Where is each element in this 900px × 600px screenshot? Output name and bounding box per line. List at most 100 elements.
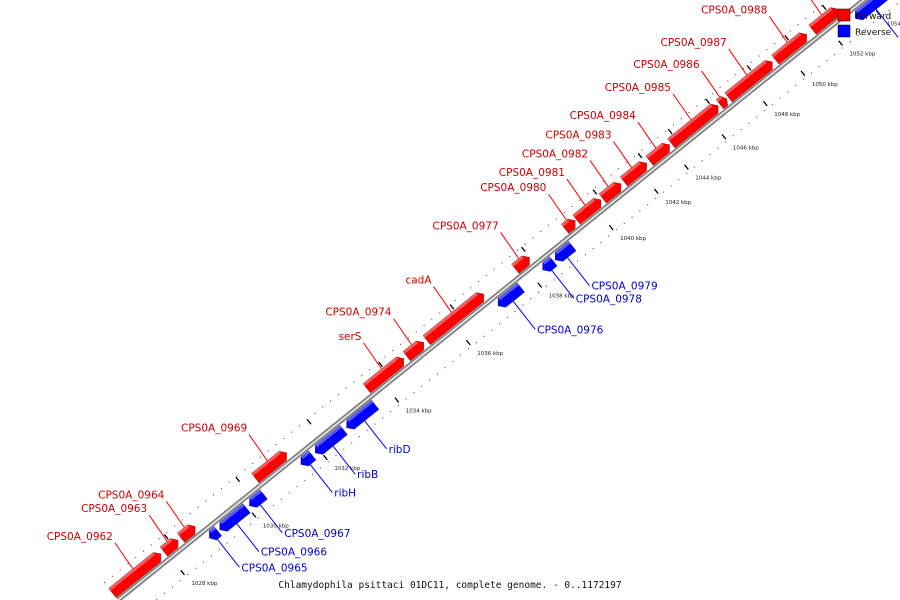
- gene-cps0a-0985[interactable]: [667, 101, 722, 149]
- gene-label[interactable]: CPS0A_0982: [522, 148, 588, 160]
- gene-label[interactable]: CPS0A_0985: [605, 82, 671, 94]
- genome-title: Chlamydophila psittaci 01DC11, complete …: [278, 580, 621, 591]
- tick-mark-left: [784, 34, 790, 41]
- tick-mark-left: [449, 304, 455, 310]
- gene-cps0a-0962[interactable]: [108, 549, 165, 599]
- gene-label[interactable]: CPS0A_0979: [591, 281, 657, 293]
- gene-cps0a-0965[interactable]: [206, 526, 223, 542]
- gene-cps0a-0982[interactable]: [598, 179, 625, 204]
- leader-line: [500, 232, 520, 259]
- gene-label[interactable]: CPS0A_0965: [241, 562, 307, 574]
- tick-mark: [323, 454, 328, 461]
- tick-mark-left: [746, 65, 752, 71]
- gene-ribh[interactable]: [297, 450, 317, 470]
- leader-line: [567, 257, 590, 286]
- gene-sers[interactable]: [362, 354, 408, 394]
- gene-label[interactable]: CPS0A_0976: [537, 324, 603, 336]
- gene-label[interactable]: CPS0A_0966: [261, 547, 327, 559]
- tick-mark-left: [306, 419, 312, 425]
- gene-cps0a-0983[interactable]: [619, 158, 650, 187]
- tick-mark: [838, 40, 843, 46]
- gene-ribb[interactable]: [311, 424, 348, 457]
- leader-line: [332, 445, 356, 475]
- gene-cps0a-0984[interactable]: [645, 140, 674, 166]
- tick-mark-left: [637, 152, 643, 159]
- tick-label: 1036 kbp: [477, 351, 503, 357]
- tick-label: 1034 kbp: [406, 409, 432, 415]
- gene-cps0a-0979[interactable]: [551, 241, 577, 264]
- leader-line: [551, 269, 575, 299]
- tick-mark: [465, 339, 471, 346]
- gene-cps0a-0981[interactable]: [572, 195, 605, 225]
- gene-label[interactable]: CPS0A_0969: [181, 423, 247, 435]
- gene-cps0a-0966[interactable]: [216, 503, 251, 534]
- tick-mark: [800, 70, 806, 77]
- tick-mark: [762, 100, 768, 107]
- tick-label: 1044 kbp: [695, 176, 721, 182]
- gene-cps0a-0976[interactable]: [494, 282, 525, 311]
- gene-label[interactable]: CPS0A_0978: [576, 293, 642, 305]
- gene-label[interactable]: CPS0A_0983: [545, 130, 611, 142]
- gene-cps0a-0974[interactable]: [402, 338, 428, 362]
- leader-line: [637, 121, 657, 149]
- tick-mark: [537, 282, 543, 288]
- tick-mark-left: [163, 534, 169, 540]
- gene-cps0a-0990[interactable]: [851, 0, 894, 23]
- gene-label[interactable]: CPS0A_0962: [47, 531, 113, 543]
- gene-layer: [108, 0, 894, 599]
- tick-label: 1032 kbp: [334, 466, 360, 472]
- tick-mark-left: [235, 476, 241, 483]
- leader-line: [309, 464, 333, 493]
- gene-label[interactable]: CPS0A_0986: [633, 59, 699, 71]
- leader-line: [114, 542, 134, 570]
- tick-label: 1052 kbp: [849, 52, 875, 58]
- gene-ribd[interactable]: [343, 399, 380, 432]
- tick-mark-left: [705, 98, 711, 104]
- leader-line: [589, 160, 609, 187]
- gene-label[interactable]: CPS0A_0974: [325, 307, 391, 319]
- tick-mark: [608, 224, 614, 231]
- leader-line: [217, 538, 240, 568]
- gene-cps0a-0967[interactable]: [246, 489, 268, 511]
- leader-line: [672, 93, 692, 121]
- tick-label: 1042 kbp: [665, 200, 691, 206]
- gene-label[interactable]: CPS0A_0977: [432, 220, 498, 232]
- gene-cps0a-0969[interactable]: [251, 448, 290, 484]
- gene-label[interactable]: CPS0A_0964: [98, 489, 164, 501]
- gene-cps0a-0988[interactable]: [771, 30, 811, 65]
- gene-cps0a-0986[interactable]: [715, 94, 730, 110]
- gene-label[interactable]: CPS0A_0984: [570, 110, 636, 122]
- tick-label: 1046 kbp: [733, 145, 759, 151]
- gene-label[interactable]: ribD: [389, 444, 411, 456]
- gene-label[interactable]: ribH: [334, 488, 356, 500]
- gene-label[interactable]: CPS0A_0987: [661, 37, 727, 49]
- gene-label[interactable]: CPS0A_0981: [499, 167, 565, 179]
- leader-line: [547, 193, 567, 221]
- gene-label[interactable]: CPS0A_0963: [81, 503, 147, 515]
- gene-cps0a-0977[interactable]: [511, 253, 534, 274]
- gene-label[interactable]: CPS0A_0967: [284, 528, 350, 540]
- tick-label: 1038 kbp: [549, 294, 575, 300]
- gene-label[interactable]: CPS0A_0980: [480, 182, 546, 194]
- tick-mark: [251, 512, 257, 518]
- gene-cps0a-0963[interactable]: [159, 535, 182, 557]
- gene-label[interactable]: serS: [339, 331, 362, 343]
- leader-line: [148, 514, 168, 542]
- backbone-layer: [116, 0, 868, 600]
- label-layer: CPS0A_0962 CPS0A_0963 CPS0A_0964 CPS0A_0965…: [47, 0, 899, 574]
- gene-label[interactable]: ribB: [357, 469, 378, 481]
- tick-label: 1040 kbp: [620, 236, 646, 242]
- gene-cps0a-0978[interactable]: [539, 256, 558, 275]
- tick-mark-left: [592, 189, 598, 195]
- tick-mark: [875, 10, 881, 16]
- gene-label[interactable]: cadA: [405, 274, 432, 286]
- legend-reverse-swatch: [837, 24, 851, 38]
- gene-cada[interactable]: [422, 289, 488, 346]
- gene-label[interactable]: CPS0A_0988: [701, 4, 767, 16]
- tick-layer: 1028 kbp 1030 kbp 1032 kbp 1034 kbp 1036 kbp…: [103, 0, 900, 600]
- gene-cps0a-0987[interactable]: [724, 57, 777, 103]
- leader-line: [512, 301, 536, 330]
- tick-mark-left: [667, 128, 673, 135]
- gene-cps0a-0964[interactable]: [176, 522, 199, 543]
